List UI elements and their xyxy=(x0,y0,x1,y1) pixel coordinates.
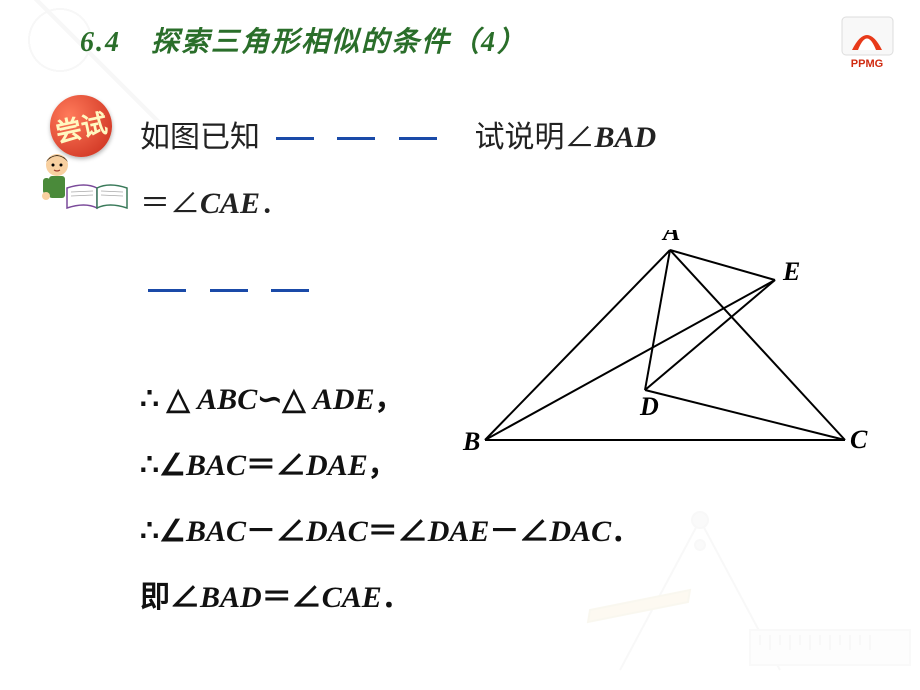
proof-line-4: 即∠BAD＝∠CAE． xyxy=(140,568,641,628)
problem-line-2: ＝∠CAE． xyxy=(140,171,860,237)
blank-1 xyxy=(276,137,314,140)
svg-text:PPMG: PPMG xyxy=(851,58,883,70)
proof-line-1: ∴ △ ABC∽△ ADE， xyxy=(140,370,641,430)
period: ． xyxy=(260,187,290,220)
blank-5 xyxy=(210,289,248,292)
text-prefix: 如图已知 xyxy=(140,121,260,154)
svg-text:A: A xyxy=(661,230,680,246)
eq-text: ＝∠ xyxy=(140,187,200,220)
angle-bad: BAD xyxy=(595,121,657,154)
blank-4 xyxy=(148,289,186,292)
proof-block: ∴ △ ABC∽△ ADE， ∴∠BAC＝∠DAE， ∴∠BAC－∠DAC＝∠D… xyxy=(140,370,641,634)
slide-title: 6.4 探索三角形相似的条件（4） xyxy=(80,20,527,60)
blank-3 xyxy=(399,137,437,140)
proof-line-2: ∴∠BAC＝∠DAE， xyxy=(140,436,641,496)
blank-2 xyxy=(337,137,375,140)
svg-text:D: D xyxy=(639,392,659,421)
angle-cae: CAE xyxy=(200,187,260,220)
badge-text: 尝试 xyxy=(52,102,111,149)
text-suffix: 试说明∠ xyxy=(475,121,595,154)
books-icon xyxy=(65,180,130,210)
blank-6 xyxy=(271,289,309,292)
svg-text:E: E xyxy=(782,257,800,286)
ppmg-logo: PPMG xyxy=(840,15,895,70)
svg-text:C: C xyxy=(850,425,868,454)
problem-line-1: 如图已知 试说明∠BAD xyxy=(140,105,860,171)
try-badge: 尝试 xyxy=(35,95,130,190)
proof-line-3: ∴∠BAC－∠DAC＝∠DAE－∠DAC． xyxy=(140,502,641,562)
